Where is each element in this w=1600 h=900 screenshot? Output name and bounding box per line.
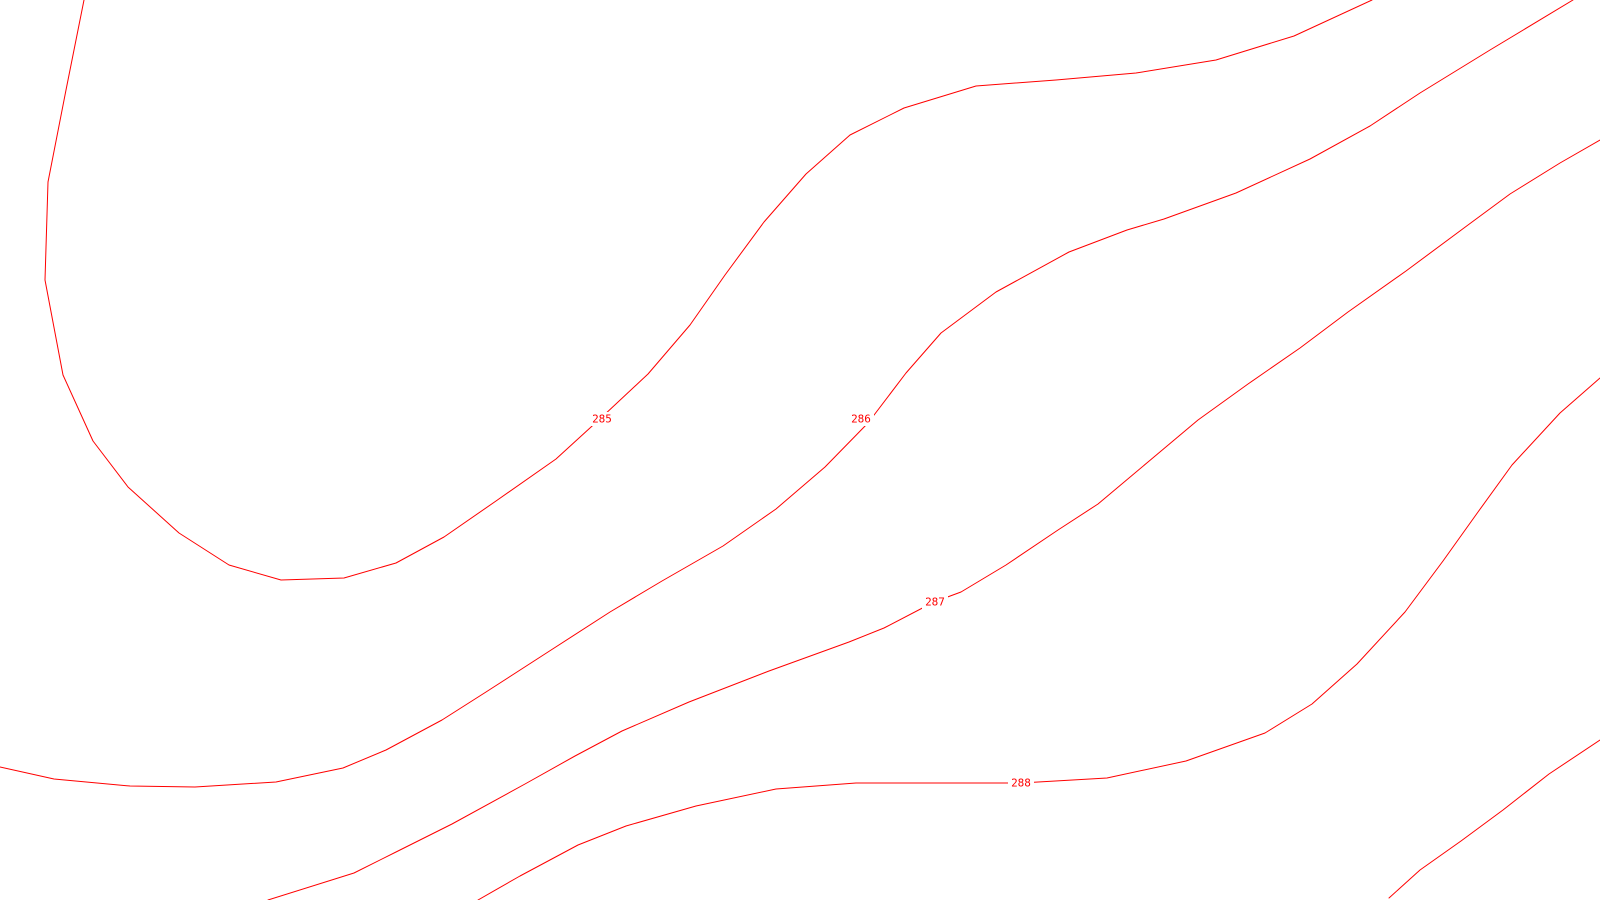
contour-label-halo [589,412,615,426]
contour-line-287 [267,139,1600,900]
contour-label-288: 288 [1011,777,1031,790]
contour-label-halo [1008,776,1034,790]
contour-line-288 [477,377,1600,900]
contour-label-285: 285 [592,413,612,426]
contour-label-287: 287 [925,596,945,609]
contour-label-286: 286 [851,413,871,426]
contour-line-285 [44,0,1373,581]
contour-line-286 [0,0,1574,788]
contour-line-289 [1388,739,1600,899]
contour-label-halo [848,412,874,426]
contour-label-halo [922,595,948,609]
